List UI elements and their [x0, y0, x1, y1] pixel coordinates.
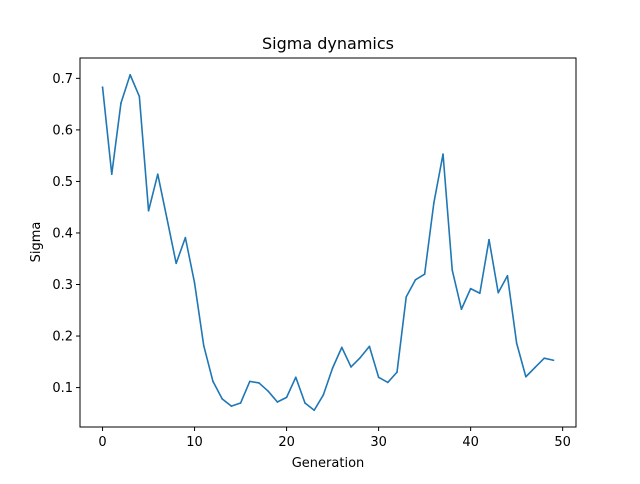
- data-point: [359, 356, 362, 359]
- data-point: [506, 274, 509, 277]
- x-tick-label: 50: [554, 435, 571, 450]
- y-tick-label: 0.1: [52, 381, 73, 396]
- y-tick-label: 0.2: [52, 330, 73, 345]
- y-tick-label: 0.4: [52, 226, 73, 241]
- data-point: [147, 210, 150, 212]
- data-point: [110, 173, 113, 176]
- data-point: [423, 273, 426, 275]
- data-point: [442, 153, 444, 155]
- series-line-0: [101, 73, 555, 412]
- data-point: [248, 380, 251, 383]
- x-tick-label: 0: [98, 435, 106, 450]
- data-point: [202, 345, 205, 347]
- y-tick-label: 0.6: [52, 123, 73, 138]
- data-point: [239, 402, 242, 404]
- data-point: [469, 287, 472, 290]
- data-point: [451, 269, 454, 271]
- x-tick-label: 40: [462, 435, 479, 450]
- data-point: [156, 173, 159, 176]
- data-point: [543, 357, 546, 360]
- data-point: [368, 345, 371, 348]
- series-layer: [101, 73, 555, 412]
- data-point: [120, 102, 122, 104]
- data-point: [331, 367, 334, 369]
- y-tick-label: 0.7: [52, 72, 73, 87]
- data-point: [377, 376, 380, 379]
- data-point: [414, 279, 417, 281]
- data-point: [341, 346, 343, 349]
- data-point: [497, 291, 500, 294]
- data-point: [166, 217, 168, 220]
- data-point: [304, 402, 306, 404]
- data-point: [525, 375, 527, 378]
- plot-frame: [79, 57, 577, 428]
- data-point: [138, 95, 141, 98]
- data-point: [175, 262, 177, 265]
- data-point: [433, 202, 435, 204]
- data-point: [350, 366, 352, 368]
- x-tick-label: 20: [278, 435, 295, 450]
- data-point: [488, 238, 490, 241]
- data-point: [285, 396, 288, 399]
- data-point: [460, 308, 463, 311]
- x-axis-ticks: 0 10 20 30 40 50: [98, 427, 571, 450]
- x-axis-label: Generation: [292, 456, 365, 471]
- data-point: [313, 409, 316, 412]
- data-point: [479, 292, 481, 295]
- y-tick-label: 0.3: [52, 278, 73, 293]
- data-point: [552, 359, 555, 362]
- data-point: [184, 236, 187, 239]
- y-tick-label: 0.5: [52, 175, 73, 190]
- data-point: [129, 73, 131, 76]
- x-tick-label: 30: [370, 435, 387, 450]
- x-tick-label: 10: [186, 435, 203, 450]
- data-point: [294, 376, 297, 379]
- data-point: [276, 401, 279, 403]
- data-point: [396, 371, 398, 373]
- data-point: [193, 282, 196, 284]
- data-point: [258, 382, 260, 384]
- data-point: [230, 405, 233, 407]
- data-point: [212, 380, 214, 383]
- y-axis-ticks: 0.1 0.2 0.3 0.4 0.5 0.6 0.7: [52, 72, 80, 396]
- data-point: [405, 296, 408, 298]
- data-point: [221, 398, 223, 400]
- data-point: [387, 381, 389, 384]
- y-axis-label: Sigma: [29, 222, 44, 263]
- data-point: [101, 86, 104, 88]
- chart-title: Sigma dynamics: [262, 34, 394, 53]
- data-point: [515, 342, 518, 345]
- data-point: [267, 390, 269, 392]
- data-point: [534, 366, 536, 369]
- data-point: [322, 393, 325, 396]
